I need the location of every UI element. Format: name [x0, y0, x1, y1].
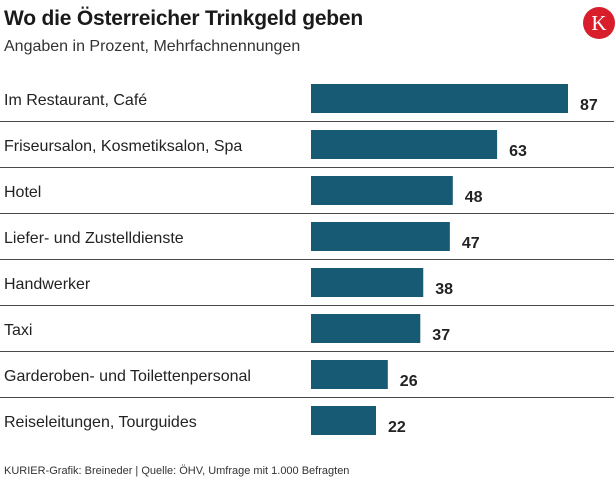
category-label: Taxi: [4, 322, 32, 339]
category-label: Garderoben- und Toilettenpersonal: [4, 368, 251, 385]
bar: [311, 406, 376, 435]
value-label: 47: [462, 235, 480, 252]
kurier-logo: K: [583, 7, 615, 39]
bar: [311, 130, 498, 159]
value-label: 63: [509, 143, 527, 160]
bar: [311, 314, 421, 343]
bar: [311, 84, 568, 113]
bar: [311, 222, 450, 251]
bar: [311, 268, 424, 297]
value-label: 38: [435, 281, 453, 298]
chart-subtitle: Angaben in Prozent, Mehrfachnennungen: [4, 38, 301, 55]
category-label: Liefer- und Zustelldienste: [4, 230, 184, 247]
bar-chart: Im Restaurant, Café 87 Friseursalon, Kosme…: [0, 84, 614, 436]
value-label: 87: [580, 97, 598, 114]
bar: [311, 176, 453, 205]
value-label: 22: [388, 419, 406, 436]
value-label: 37: [432, 327, 450, 344]
category-label: Friseursalon, Kosmetiksalon, Spa: [4, 138, 242, 155]
source-note: KURIER-Grafik: Breineder | Quelle: ÖHV, …: [4, 465, 350, 477]
value-label: 26: [400, 373, 418, 390]
category-label: Im Restaurant, Café: [4, 92, 147, 109]
category-label: Handwerker: [4, 276, 91, 293]
category-label: Hotel: [4, 184, 41, 201]
value-label: 48: [465, 189, 483, 206]
category-label: Reiseleitungen, Tourguides: [4, 414, 197, 431]
chart-title: Wo die Österreicher Trinkgeld geben: [4, 7, 364, 30]
bar: [311, 360, 388, 389]
